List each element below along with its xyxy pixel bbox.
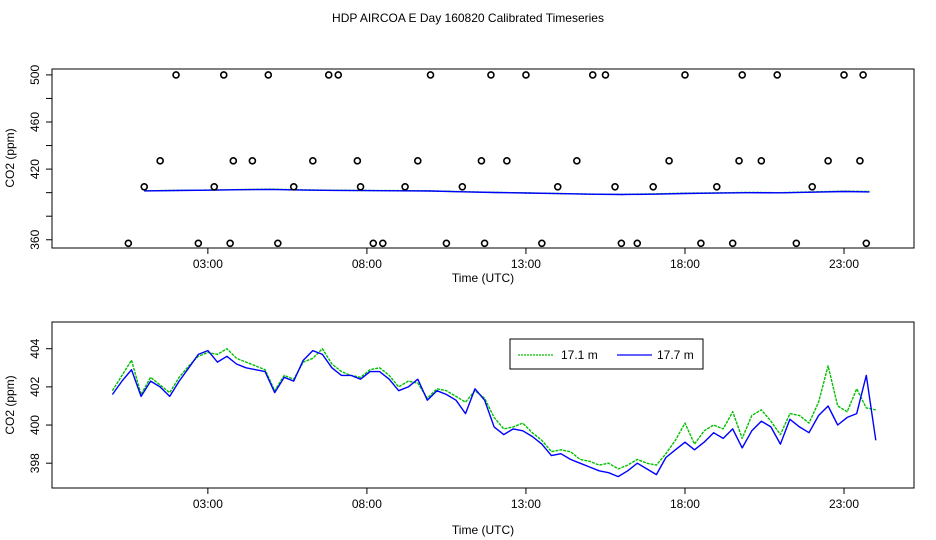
x-axis-label: Time (UTC) (452, 271, 514, 285)
panel-zoomed: 03:00 08:00 13:00 18:00 23:00 398 400 402 404 T… (3, 321, 915, 537)
data-marker (442, 239, 451, 248)
legend-box (509, 338, 704, 370)
data-marker (379, 239, 387, 248)
data-marker (219, 71, 228, 79)
x-tick-label: 23:00 (829, 497, 859, 511)
data-marker (426, 71, 435, 79)
series-line-17-7-m (144, 188, 870, 196)
data-marker (124, 239, 133, 248)
data-marker (458, 182, 467, 191)
data-marker (538, 239, 546, 248)
data-marker (401, 182, 409, 191)
data-marker (477, 157, 486, 165)
data-marker (356, 182, 365, 191)
x-tick-label: 18:00 (670, 257, 700, 271)
x-tick-label: 23:00 (829, 257, 859, 271)
data-marker (588, 71, 597, 79)
x-tick-label: 08:00 (352, 497, 382, 511)
data-marker (859, 71, 867, 79)
y-axis: 360 420 460 500 (28, 65, 52, 250)
x-tick-label: 18:00 (670, 497, 700, 511)
plot-frame (51, 68, 915, 249)
data-marker (738, 71, 747, 79)
data-marker (480, 239, 489, 248)
series-lines (144, 188, 870, 196)
data-marker (334, 71, 343, 79)
x-tick-label: 08:00 (352, 257, 382, 271)
y-tick-label: 404 (28, 338, 42, 358)
x-tick-label: 03:00 (193, 497, 223, 511)
data-marker (522, 71, 530, 79)
data-marker (194, 239, 203, 248)
legend: 17.1 m 17.7 m (509, 338, 704, 370)
data-marker (274, 239, 282, 248)
data-marker (264, 71, 273, 79)
x-axis: 03:00 08:00 13:00 18:00 23:00 (193, 248, 859, 271)
data-marker (757, 157, 766, 165)
series-lines (111, 348, 877, 478)
y-axis-label: CO2 (ppm) (3, 128, 17, 187)
data-marker (553, 182, 562, 191)
y-tick-label: 360 (28, 229, 42, 249)
data-marker (712, 182, 721, 191)
data-marker (289, 182, 298, 191)
outlier-markers (124, 71, 871, 248)
data-marker (649, 182, 657, 191)
plot-frame (51, 321, 915, 489)
panel-all-data: 03:00 08:00 13:00 18:00 23:00 360 420 460 500 T… (3, 65, 915, 285)
figure-title: HDP AIRCOA E Day 160820 Calibrated Times… (332, 11, 604, 25)
data-marker (728, 239, 737, 248)
data-marker (413, 157, 422, 165)
data-marker (681, 71, 689, 79)
data-marker (172, 71, 180, 79)
data-marker (840, 71, 848, 79)
legend-label-17-1: 17.1 m (561, 348, 598, 362)
data-marker (324, 71, 333, 79)
data-marker (229, 157, 238, 165)
legend-label-17-7: 17.7 m (657, 348, 694, 362)
y-tick-label: 402 (28, 377, 42, 397)
data-marker (248, 157, 257, 165)
data-marker (856, 157, 864, 165)
data-marker (601, 71, 610, 79)
data-marker (697, 239, 705, 248)
data-marker (156, 157, 164, 165)
data-marker (808, 182, 817, 191)
data-marker (611, 182, 619, 191)
data-marker (487, 71, 495, 79)
data-marker (210, 182, 219, 191)
data-marker (862, 239, 871, 248)
x-axis-label: Time (UTC) (452, 523, 514, 537)
y-tick-label: 398 (28, 453, 42, 473)
data-marker (824, 157, 832, 165)
data-marker (792, 239, 801, 248)
y-tick-label: 500 (28, 65, 42, 85)
data-marker (140, 182, 149, 191)
data-marker (773, 71, 782, 79)
data-marker (353, 157, 362, 165)
data-marker (503, 157, 511, 165)
x-tick-label: 13:00 (511, 497, 541, 511)
data-marker (735, 157, 743, 165)
series-line-17-1-m (111, 348, 876, 470)
x-tick-label: 03:00 (193, 257, 223, 271)
data-marker (226, 239, 234, 248)
data-marker (665, 157, 673, 165)
data-marker (617, 239, 626, 248)
y-axis: 398 400 402 404 (28, 338, 52, 473)
x-tick-label: 13:00 (511, 257, 541, 271)
y-tick-label: 460 (28, 112, 42, 132)
data-marker (369, 239, 378, 248)
y-tick-label: 400 (28, 415, 42, 435)
data-marker (309, 157, 317, 165)
series-line-17-7-m (111, 349, 877, 478)
y-axis-label: CO2 (ppm) (3, 375, 17, 434)
data-marker (573, 157, 581, 165)
x-axis: 03:00 08:00 13:00 18:00 23:00 (193, 488, 859, 511)
data-marker (633, 239, 642, 248)
y-tick-label: 420 (28, 159, 42, 179)
